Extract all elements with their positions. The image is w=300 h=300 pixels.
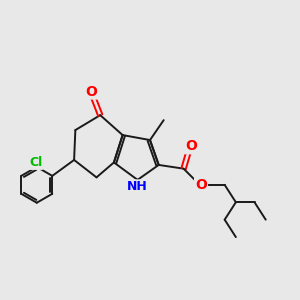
Text: O: O [195, 178, 207, 192]
Text: Cl: Cl [29, 156, 42, 169]
Text: O: O [185, 139, 197, 153]
Text: O: O [85, 85, 98, 98]
Text: NH: NH [127, 180, 148, 193]
